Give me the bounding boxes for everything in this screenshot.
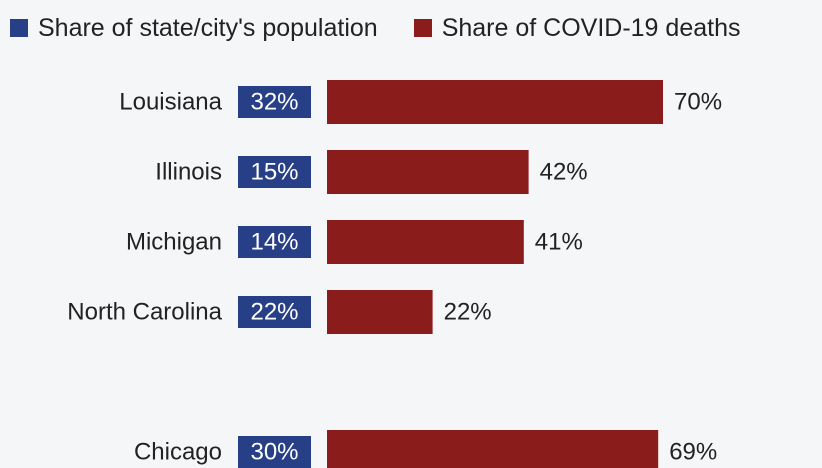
legend-label-deaths: Share of COVID-19 deaths [441,13,741,42]
category-label-north-carolina: North Carolina [67,299,222,326]
population-badge-louisiana [238,86,311,118]
population-value-north-carolina: 22% [250,299,298,326]
deaths-value-louisiana: 70% [674,89,722,116]
population-badge-michigan [238,226,311,258]
deaths-value-michigan: 41% [535,229,583,256]
population-value-michigan: 14% [250,229,298,256]
legend-item-deaths: Share of COVID-19 deaths [413,13,741,43]
deaths-value-north-carolina: 22% [444,299,492,326]
legend-label-population: Share of state/city's population [38,13,378,42]
category-label-chicago: Chicago [134,439,222,466]
population-value-louisiana: 32% [250,89,298,116]
population-badge-chicago [238,436,311,468]
population-value-chicago: 30% [250,439,298,466]
legend-swatch-population [10,19,28,37]
deaths-value-illinois: 42% [540,159,588,186]
deaths-bar-chicago [327,430,659,468]
legend-item-population: Share of state/city's population [10,14,378,43]
deaths-value-chicago: 69% [669,439,717,466]
category-label-louisiana: Louisiana [119,89,222,116]
chart-legend: Share of state/city's population Share o… [10,12,740,44]
category-label-michigan: Michigan [126,229,222,256]
deaths-bar-louisiana [327,80,663,124]
legend-swatch-deaths [413,19,432,37]
deaths-bar-illinois [327,150,529,194]
population-value-illinois: 15% [250,159,298,186]
population-badge-north-carolina [238,296,311,328]
deaths-bar-michigan [327,220,524,264]
population-badge-illinois [238,156,311,188]
deaths-bar-north-carolina [327,290,433,334]
category-label-illinois: Illinois [155,159,222,186]
